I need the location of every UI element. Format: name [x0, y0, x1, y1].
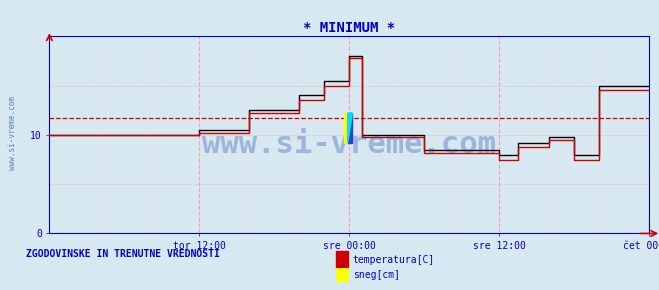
Text: sneg[cm]: sneg[cm] — [353, 270, 399, 280]
Text: temperatura[C]: temperatura[C] — [353, 255, 435, 264]
Text: ZGODOVINSKE IN TRENUTNE VREDNOSTI: ZGODOVINSKE IN TRENUTNE VREDNOSTI — [26, 249, 220, 259]
Text: www.si-vreme.com: www.si-vreme.com — [8, 96, 17, 171]
Bar — [348, 113, 353, 143]
Text: www.si-vreme.com: www.si-vreme.com — [202, 130, 496, 159]
Polygon shape — [348, 113, 353, 143]
Bar — [344, 113, 348, 143]
Title: * MINIMUM *: * MINIMUM * — [303, 21, 395, 35]
